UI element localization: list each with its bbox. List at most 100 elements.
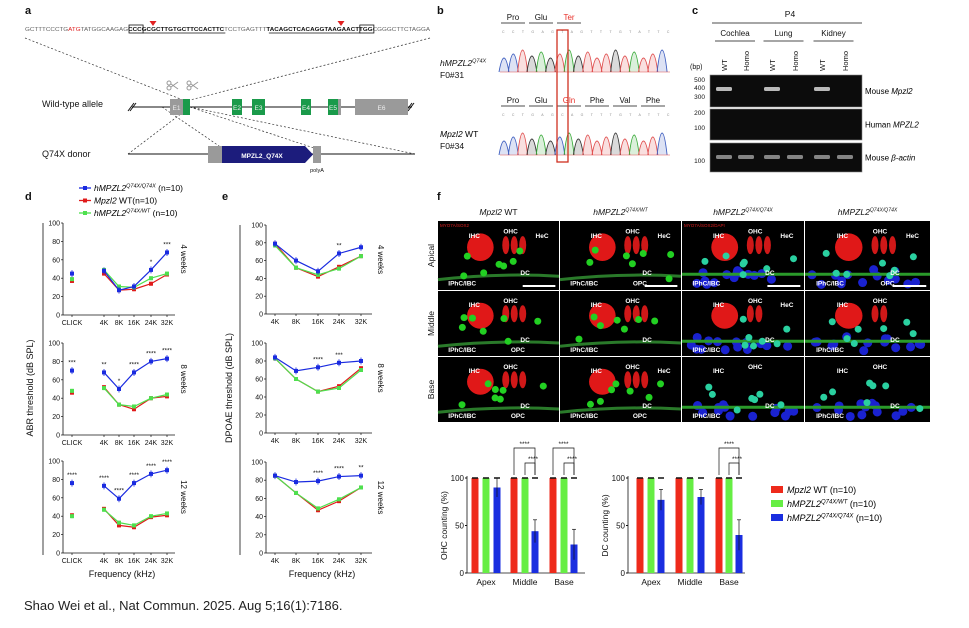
cell-type-label: IPhC/IBC (692, 413, 720, 420)
sox2-cell (458, 323, 466, 331)
basilar-membrane (682, 339, 804, 343)
chart-e: DPOAE threshold (dB SPL) Frequency (kHz) 0… (224, 223, 385, 580)
y-tick-label: 0 (621, 569, 626, 578)
panel-f-micrographs: Mpzl2 WT hMPZL2Q74X/WT hMPZL2Q74X/Q74X hMPZ… (426, 207, 930, 422)
membrane-signal (437, 273, 560, 282)
x-tick-label: Base (554, 577, 574, 587)
cut-site-marker-icon (337, 21, 345, 26)
cell-type-label: IPhC/IBC (570, 347, 598, 354)
ladder-marker: 100 (694, 158, 705, 165)
x-tick-label: 16K (128, 440, 141, 447)
dapi-nucleus (827, 341, 837, 351)
cell-type-label: OPC (633, 281, 647, 288)
cell-type-label: IHC (713, 233, 725, 240)
y-tick-label: 60 (52, 257, 60, 264)
cell-type-label: OHC (503, 298, 518, 305)
sequence-segment: ATG (68, 27, 80, 33)
exon-1-part (183, 99, 190, 115)
sox2-cell (758, 337, 766, 345)
sox2-cell (667, 250, 675, 258)
chromatogram-peak (628, 51, 640, 73)
chromatogram-peak (507, 136, 519, 156)
significance-bracket (563, 462, 575, 475)
legend-swatch (771, 514, 783, 521)
break-mark (127, 102, 135, 112)
exon-1 (170, 99, 183, 115)
bar (482, 478, 490, 573)
y-tick-label: 20 (52, 532, 60, 539)
data-point (337, 266, 341, 271)
chromatogram-peak (554, 136, 566, 156)
dapi-nucleus (789, 406, 799, 416)
basilar-membrane (805, 339, 930, 343)
bar (715, 478, 723, 573)
cell-type-label: OHC (748, 364, 763, 371)
genotype-superscript: Q74X (472, 59, 486, 65)
series-line (274, 243, 362, 272)
sox2-cell (491, 394, 499, 402)
exon-label: E1 (173, 105, 181, 112)
inner-hair-cell (711, 302, 739, 329)
data-point (359, 473, 363, 478)
significance-label: ** (358, 465, 364, 472)
gene-name: hMPZL2 (787, 499, 821, 509)
chart-f-dc: 0 50 100 DC counting (%) Apex Middle Base **** *… (600, 441, 745, 587)
significance-label: **** (162, 459, 173, 466)
exon-2 (232, 99, 242, 115)
x-tick-label: 16K (312, 438, 325, 445)
ladder-marker: 400 (694, 85, 705, 92)
cell-type-label: IPhC/IBC (816, 413, 844, 420)
sox2-cell (665, 275, 673, 283)
significance-label: *** (163, 241, 171, 248)
dapi-nucleus (725, 411, 735, 421)
scissors-handle (186, 80, 192, 86)
lane-label: WT (768, 59, 777, 71)
chromatogram-peak (517, 49, 529, 73)
data-point (165, 250, 169, 255)
panel-label-a: a (25, 5, 32, 17)
x-tick-label: 24K (145, 558, 158, 565)
sox2-cell (843, 335, 851, 343)
legend-item: hMPZL2Q74X/Q74X (n=10) (771, 513, 882, 523)
cell-type-label: DC (890, 403, 900, 410)
dapi-nucleus (698, 268, 708, 278)
bar (725, 478, 733, 573)
gene-name: hMPZL2 (713, 207, 745, 217)
bar (521, 478, 529, 573)
chromatogram-peak (498, 140, 510, 156)
y-tick-label: 20 (255, 294, 263, 301)
genotype-superscript: Q74X/Q74X (821, 514, 854, 520)
sox2-cell (645, 393, 653, 401)
significance-label: **** (567, 456, 578, 463)
y-tick-label: 40 (52, 276, 60, 283)
ladder-marker: 200 (694, 110, 705, 117)
data-point (165, 468, 169, 473)
sample-2-id: F0#34 (440, 141, 464, 151)
data-point (316, 506, 320, 511)
inner-hair-cell (589, 302, 616, 329)
genotype-suffix: WT (502, 207, 518, 217)
column-title: hMPZL2Q74X/WT (593, 207, 648, 217)
y-tick-label: 80 (255, 478, 263, 485)
x-tick-label: 24K (333, 438, 346, 445)
dapi-nucleus (898, 406, 908, 416)
bar (675, 478, 683, 573)
x-tick-label: 8K (292, 438, 301, 445)
y-tick-label: 0 (56, 551, 60, 558)
exon-3 (252, 99, 265, 115)
row-label: Apical (426, 244, 436, 267)
sox2-cell (613, 316, 621, 324)
chromatogram-peak (591, 57, 603, 73)
bar (686, 478, 694, 573)
outer-hair-cell (502, 236, 510, 255)
legend-item: hMPZL2Q74X/WT (n=10) (771, 499, 876, 509)
sox2-cell (586, 400, 594, 408)
cell-type-label: DC (765, 270, 775, 277)
x-tick-label: Apex (476, 577, 496, 587)
y-tick-label: 0 (56, 313, 60, 320)
data-point (132, 370, 136, 375)
cell-type-label: IPhC/IBC (448, 281, 476, 288)
dapi-nucleus (783, 341, 793, 351)
